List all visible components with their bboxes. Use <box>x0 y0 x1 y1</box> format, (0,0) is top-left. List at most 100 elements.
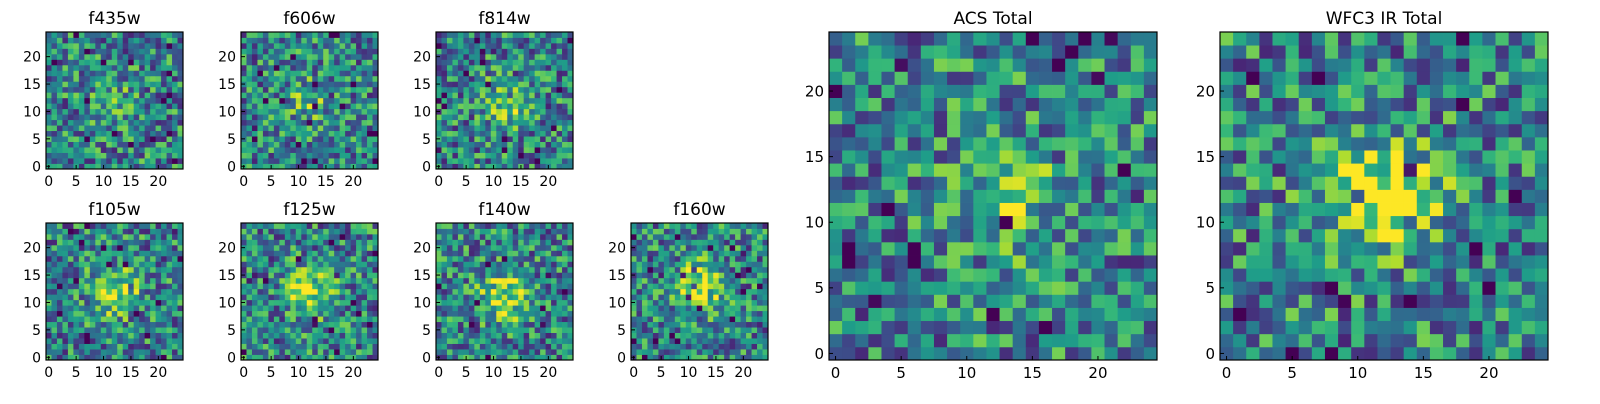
heatmap-cell <box>1078 189 1092 203</box>
heatmap-cell <box>485 272 491 278</box>
heatmap-cell <box>686 283 692 289</box>
heatmap-cell <box>329 278 335 284</box>
heatmap-cell <box>642 289 648 295</box>
heatmap-cell <box>458 158 464 164</box>
heatmap-cell <box>702 278 708 284</box>
heatmap-cell <box>557 289 563 295</box>
heatmap-cell <box>290 43 296 49</box>
heatmap-cell <box>290 278 296 284</box>
heatmap-cell <box>252 256 258 262</box>
heatmap-cell <box>161 305 167 311</box>
heatmap-cell <box>279 256 285 262</box>
heatmap-cell <box>51 109 57 115</box>
heatmap-cell <box>1078 203 1092 217</box>
heatmap-cell <box>351 114 357 120</box>
heatmap-cell <box>551 48 557 54</box>
heatmap-cell <box>296 267 302 273</box>
heatmap-cell <box>139 272 145 278</box>
heatmap-cell <box>161 311 167 317</box>
heatmap-cell <box>95 234 101 240</box>
heatmap-cell <box>452 120 458 126</box>
heatmap-cell <box>345 300 351 306</box>
heatmap-cell <box>367 70 373 76</box>
heatmap-cell <box>502 131 508 137</box>
heatmap-cell <box>285 109 291 115</box>
heatmap-cell <box>868 308 882 322</box>
heatmap-cell <box>79 131 85 137</box>
heatmap-cell <box>1039 255 1053 269</box>
heatmap-cell <box>452 322 458 328</box>
heatmap-cell <box>658 305 664 311</box>
heatmap-cell <box>524 120 530 126</box>
y-tick-label: 0 <box>32 159 41 175</box>
heatmap-cell <box>128 267 134 273</box>
heatmap-cell <box>447 48 453 54</box>
heatmap-cell <box>485 98 491 104</box>
x-tick-label: 10 <box>290 174 308 190</box>
heatmap-cell <box>345 37 351 43</box>
heatmap-cell <box>447 322 453 328</box>
heatmap-cell <box>447 98 453 104</box>
heatmap-cell <box>458 70 464 76</box>
heatmap-cell <box>312 54 318 60</box>
heatmap-cell <box>362 344 368 350</box>
heatmap-cell <box>636 349 642 355</box>
heatmap-cell <box>452 294 458 300</box>
y-tick-label: 5 <box>617 323 626 339</box>
heatmap-cell <box>84 316 90 322</box>
heatmap-cell <box>301 245 307 251</box>
heatmap-cell <box>1039 124 1053 138</box>
heatmap-cell <box>274 76 280 82</box>
heatmap-cell <box>973 216 987 230</box>
heatmap-cell <box>458 344 464 350</box>
heatmap-cell <box>680 223 686 229</box>
heatmap-cell <box>463 311 469 317</box>
heatmap-cell <box>362 316 368 322</box>
heatmap-cell <box>1105 334 1119 348</box>
heatmap-cell <box>921 189 935 203</box>
heatmap-cell <box>307 316 313 322</box>
heatmap-cell <box>647 294 653 300</box>
heatmap-cell <box>340 250 346 256</box>
heatmap-cell <box>513 349 519 355</box>
heatmap-cell <box>351 43 357 49</box>
heatmap-cell <box>307 289 313 295</box>
heatmap-cell <box>274 98 280 104</box>
heatmap-cell <box>631 322 637 328</box>
heatmap-cell <box>312 114 318 120</box>
heatmap-cell <box>145 70 151 76</box>
heatmap-cell <box>691 256 697 262</box>
heatmap-cell <box>106 65 112 71</box>
heatmap-cell <box>546 250 552 256</box>
heatmap-cell <box>128 333 134 339</box>
heatmap-cell <box>881 163 895 177</box>
heatmap-cell <box>156 37 162 43</box>
heatmap-cell <box>356 322 362 328</box>
heatmap-cell <box>1039 281 1053 295</box>
heatmap-cell <box>458 92 464 98</box>
heatmap-cell <box>57 48 63 54</box>
heatmap-cell <box>106 228 112 234</box>
heatmap-cell <box>491 109 497 115</box>
heatmap-cell <box>829 203 843 217</box>
heatmap-cell <box>145 81 151 87</box>
heatmap-cell <box>895 203 909 217</box>
heatmap-cell <box>296 70 302 76</box>
heatmap-cell <box>452 98 458 104</box>
heatmap-cell <box>842 321 856 335</box>
heatmap-cell <box>246 250 252 256</box>
heatmap-cell <box>134 54 140 60</box>
heatmap-cell <box>73 32 79 38</box>
heatmap-cell <box>296 59 302 65</box>
heatmap-cell <box>524 125 530 131</box>
heatmap-cell <box>95 43 101 49</box>
heatmap-cell <box>329 81 335 87</box>
heatmap-cell <box>128 81 134 87</box>
heatmap-cell <box>329 338 335 344</box>
heatmap-cell <box>150 70 156 76</box>
heatmap-cell <box>947 150 961 164</box>
heatmap-cell <box>658 283 664 289</box>
heatmap-cell <box>334 322 340 328</box>
heatmap-cell <box>518 283 524 289</box>
heatmap-cell <box>535 300 541 306</box>
